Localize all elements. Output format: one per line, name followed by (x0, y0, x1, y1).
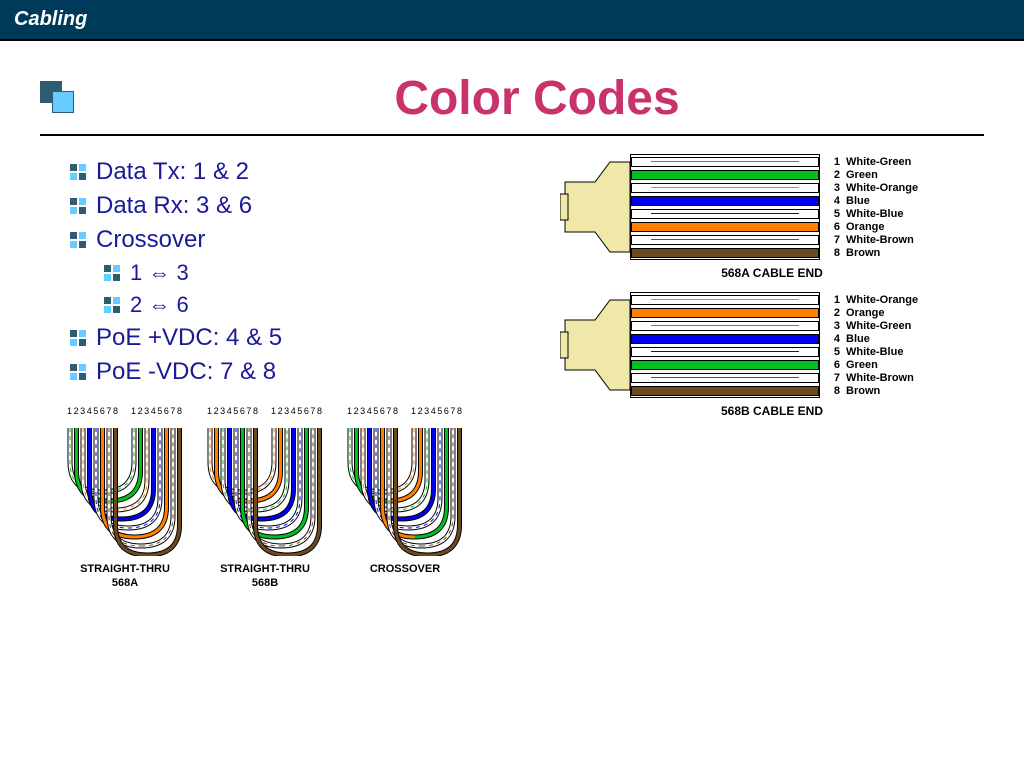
wire-label: 1White-Green (826, 155, 918, 168)
rj45-connector-icon (560, 152, 630, 262)
wire-row (631, 345, 819, 358)
bullet-icon (70, 198, 86, 214)
title-row: Color Codes (40, 71, 984, 126)
bullet-datarx: Data Rx: 3 & 6 (70, 192, 540, 220)
wire-labels: 1White-Green2Green3White-Orange4Blue5Whi… (826, 155, 918, 259)
wire-label: 1White-Orange (826, 293, 918, 306)
bullet-list: Data Tx: 1 & 2 Data Rx: 3 & 6 Crossover (40, 158, 540, 254)
wire-row (631, 384, 819, 397)
wire-row (631, 371, 819, 384)
wire-row (631, 168, 819, 181)
cable-type-diagram: 12345678 12345678 CROSSOVER (340, 406, 470, 589)
wire-label: 2Green (826, 168, 918, 181)
wire-row (631, 181, 819, 194)
wire-label: 5White-Blue (826, 207, 918, 220)
bullet-list-2: PoE +VDC: 4 & 5 PoE -VDC: 7 & 8 (40, 324, 540, 386)
pin-numbers: 12345678 (347, 406, 399, 416)
wire-row (631, 246, 819, 259)
bullet-cross-1-3: 1 ⇔ 3 (104, 260, 540, 286)
cable-568b-block: 1White-Orange2Orange3White-Green4Blue5Wh… (560, 290, 984, 418)
wire-label: 4Blue (826, 332, 918, 345)
wire-strips (630, 154, 820, 260)
cable-568a-block: 1White-Green2Green3White-Orange4Blue5Whi… (560, 152, 984, 280)
wire-strips (630, 292, 820, 398)
wire-label: 5White-Blue (826, 345, 918, 358)
cable-type-diagram: 12345678 12345678 STRAIGHT-THRU 568A (60, 406, 190, 589)
wire-row (631, 207, 819, 220)
wire-label: 7White-Brown (826, 233, 918, 246)
left-column: Data Tx: 1 & 2 Data Rx: 3 & 6 Crossover … (40, 152, 540, 589)
wire-row (631, 194, 819, 207)
wire-labels: 1White-Orange2Orange3White-Green4Blue5Wh… (826, 293, 918, 397)
bullet-list-sub: 1 ⇔ 3 2 ⇔ 6 (40, 260, 540, 318)
wire-row (631, 332, 819, 345)
cable-caption: 568A CABLE END (560, 266, 984, 280)
slide-header: Cabling (0, 0, 1024, 41)
bullet-icon (104, 297, 120, 313)
wire-label: 8Brown (826, 384, 918, 397)
pin-numbers: 12345678 (207, 406, 259, 416)
content-area: Data Tx: 1 & 2 Data Rx: 3 & 6 Crossover … (40, 152, 984, 589)
wire-row (631, 220, 819, 233)
title-decoration-icon (40, 81, 80, 117)
bullet-icon (70, 330, 86, 346)
slide-body: Color Codes Data Tx: 1 & 2 Data Rx: 3 & … (0, 41, 1024, 599)
wire-label: 6Orange (826, 220, 918, 233)
pin-numbers: 12345678 (271, 406, 323, 416)
wire-label: 7White-Brown (826, 371, 918, 384)
title-underline (40, 134, 984, 136)
bullet-icon (70, 232, 86, 248)
wire-row (631, 155, 819, 168)
cable-type-sublabel: 568B (200, 577, 330, 589)
bullet-icon (104, 265, 120, 281)
right-column: 1White-Green2Green3White-Orange4Blue5Whi… (560, 152, 984, 589)
pin-numbers: 12345678 (131, 406, 183, 416)
cable-diagram: 1White-Orange2Orange3White-Green4Blue5Wh… (560, 290, 984, 400)
cable-type-sublabel: 568A (60, 577, 190, 589)
wire-row (631, 293, 819, 306)
bullet-crossover: Crossover (70, 226, 540, 254)
pin-numbers: 12345678 (67, 406, 119, 416)
wire-label: 3White-Green (826, 319, 918, 332)
cable-type-label: STRAIGHT-THRU (200, 563, 330, 575)
pin-numbers: 12345678 (411, 406, 463, 416)
wire-label: 3White-Orange (826, 181, 918, 194)
bullet-cross-2-6: 2 ⇔ 6 (104, 292, 540, 318)
bullet-icon (70, 164, 86, 180)
wire-label: 2Orange (826, 306, 918, 319)
bullet-poe-plus: PoE +VDC: 4 & 5 (70, 324, 540, 352)
cable-caption: 568B CABLE END (560, 404, 984, 418)
wire-row (631, 319, 819, 332)
wire-label: 4Blue (826, 194, 918, 207)
cable-type-diagram: 12345678 12345678 STRAIGHT-THRU 568B (200, 406, 330, 589)
wire-row (631, 233, 819, 246)
cable-diagram: 1White-Green2Green3White-Orange4Blue5Whi… (560, 152, 984, 262)
cable-type-label: CROSSOVER (340, 563, 470, 575)
rj45-connector-icon (560, 290, 630, 400)
bullet-poe-minus: PoE -VDC: 7 & 8 (70, 358, 540, 386)
slide-title: Color Codes (90, 71, 984, 126)
bullet-icon (70, 364, 86, 380)
bullet-datatx: Data Tx: 1 & 2 (70, 158, 540, 186)
cable-type-diagrams: 12345678 12345678 STRAIGHT-THRU 568A 123… (40, 406, 540, 589)
wire-label: 8Brown (826, 246, 918, 259)
wire-row (631, 306, 819, 319)
cable-type-label: STRAIGHT-THRU (60, 563, 190, 575)
wire-label: 6Green (826, 358, 918, 371)
header-title: Cabling (14, 8, 87, 30)
wire-row (631, 358, 819, 371)
